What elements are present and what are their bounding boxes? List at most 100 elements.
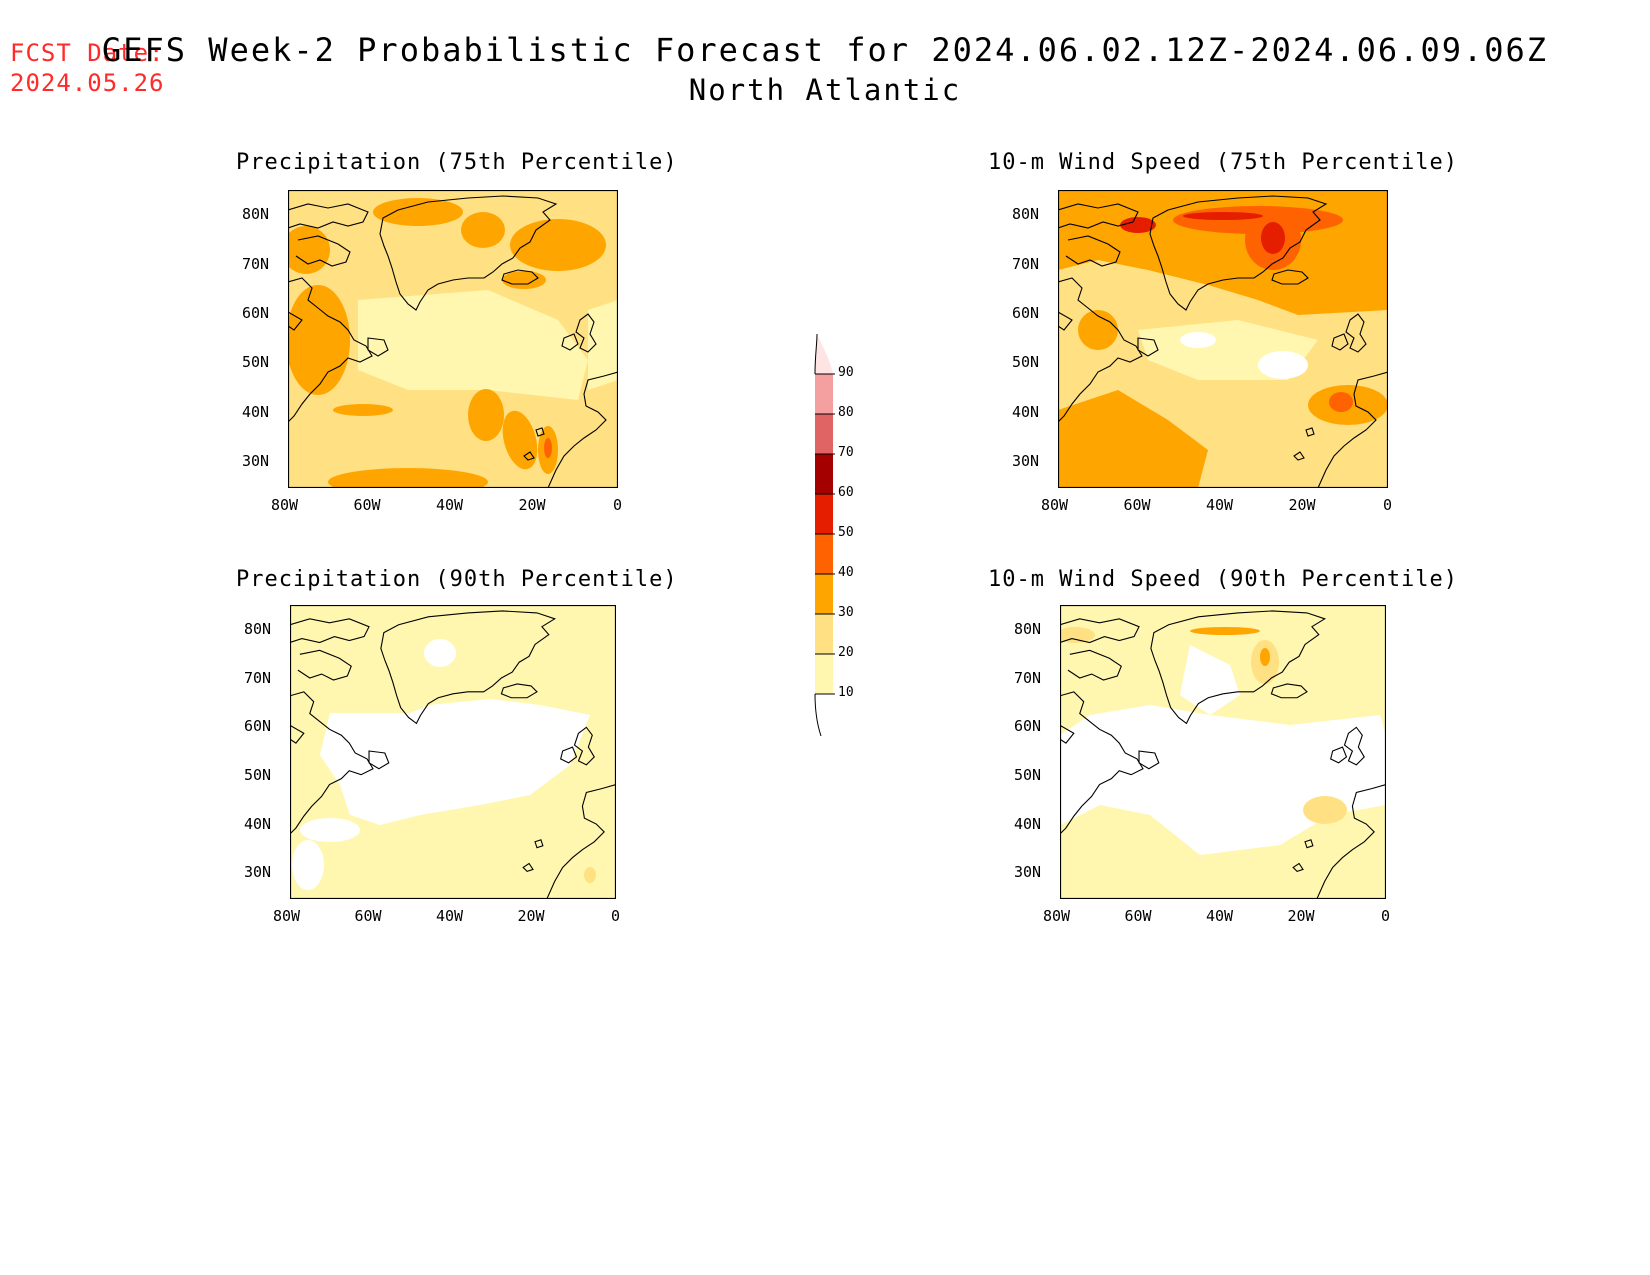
lat-tick: 50N <box>1012 352 1040 371</box>
colorbar-segment <box>815 614 833 654</box>
lat-tick: 70N <box>244 668 272 687</box>
lon-tick: 0 <box>611 907 621 925</box>
iceland-coast <box>500 683 538 699</box>
baffin-coast <box>295 235 351 267</box>
greenland-coast <box>1150 610 1327 725</box>
hudson-coast <box>1060 724 1075 744</box>
atlantic-islands-coast <box>1293 427 1315 461</box>
britain-coast <box>575 313 597 353</box>
greenland-coast <box>379 195 558 311</box>
coastline <box>1058 195 1388 488</box>
ireland-coast <box>560 746 578 764</box>
wind75-labrador-max <box>1078 310 1118 350</box>
panel-title-wind75: 10-m Wind Speed (75th Percentile) <box>987 150 1459 175</box>
britain-coast <box>573 726 595 766</box>
lat-tick: 80N <box>244 619 272 638</box>
colorbar-segment <box>815 494 833 534</box>
precip90-dry-area <box>320 699 590 825</box>
map-precip75 <box>288 190 618 488</box>
wind90-calm-area <box>1060 705 1386 855</box>
fcst-date: 2024.05.26 <box>10 69 165 97</box>
hudson-coast <box>1058 311 1073 331</box>
britain-coast <box>1343 726 1365 766</box>
newfoundland-coast <box>1138 750 1160 770</box>
figure-title: GEFS Week-2 Probabilistic Forecast for 2… <box>0 30 1650 110</box>
lat-tick: 80N <box>242 205 270 224</box>
greenland-coast <box>1149 195 1328 311</box>
lat-tick: 40N <box>244 814 272 833</box>
lat-tick: 70N <box>242 254 270 273</box>
colorbar-label: 10 <box>838 685 854 700</box>
lon-tick: 20W <box>517 907 545 925</box>
colorbar-label: 80 <box>838 405 854 420</box>
colorbar-top-tip <box>815 334 833 374</box>
lat-tick: 30N <box>1014 863 1042 882</box>
lon-tick: 40W <box>436 907 464 925</box>
lat-tick: 60N <box>1012 303 1040 322</box>
colorbar-label: 90 <box>838 365 854 380</box>
precip75-greenland-max <box>461 212 505 248</box>
lat-tick: 40N <box>1012 402 1040 421</box>
lon-tick: 80W <box>1041 496 1069 514</box>
lat-tick: 60N <box>242 303 270 322</box>
coastline <box>1060 610 1386 899</box>
colorbar-segment <box>815 574 833 614</box>
arctic-islands-coast <box>290 618 370 644</box>
colorbar-label: 30 <box>838 605 854 620</box>
precip75-ne-max <box>510 219 606 271</box>
iceland-coast <box>501 269 539 285</box>
lon-tick: 60W <box>1123 496 1151 514</box>
colorbar-bottom-edge <box>814 693 822 737</box>
atlantic-islands-coast <box>1292 839 1314 873</box>
precip90-iberia-max <box>584 867 596 883</box>
fcst-label: FCST Date: <box>10 39 165 67</box>
precip75-nw-max <box>288 226 330 274</box>
iberia-africa-coast <box>547 371 618 488</box>
colorbar-label: 70 <box>838 445 854 460</box>
precip75-south-max <box>328 468 488 488</box>
wind90-jet-peak <box>1190 627 1260 635</box>
precip75-low-east <box>588 300 618 390</box>
coastline <box>288 195 618 488</box>
colorbar-label: 40 <box>838 565 854 580</box>
precip75-mid-max <box>468 389 504 441</box>
lon-tick: 60W <box>1124 907 1152 925</box>
lat-tick: 40N <box>242 402 270 421</box>
lon-tick: 20W <box>518 496 546 514</box>
baffin-coast <box>1067 649 1122 681</box>
coastline <box>290 610 616 899</box>
map-wind75 <box>1058 190 1388 488</box>
map-frame <box>290 605 616 899</box>
lat-tick: 50N <box>244 765 272 784</box>
map-wind90 <box>1060 605 1386 899</box>
hudson-coast <box>288 311 303 331</box>
lat-tick: 40N <box>1014 814 1042 833</box>
precip90-dry-area <box>424 639 456 667</box>
lon-tick: 60W <box>354 907 382 925</box>
lon-tick: 80W <box>271 496 299 514</box>
precip90-dry-area <box>292 840 324 890</box>
colorbar-segment <box>815 534 833 574</box>
lat-tick: 50N <box>242 352 270 371</box>
lat-tick: 60N <box>1014 717 1042 735</box>
lon-tick: 20W <box>1288 496 1316 514</box>
hudson-coast <box>290 724 305 744</box>
precip75-low-band <box>358 290 588 400</box>
lat-tick: 70N <box>1014 668 1042 687</box>
wind75-west-peak <box>1120 217 1156 233</box>
lon-tick: 20W <box>1287 907 1315 925</box>
colorbar-label: 60 <box>838 485 854 500</box>
iceland-coast <box>1270 683 1308 699</box>
iberia-africa-coast <box>546 784 616 899</box>
britain-coast <box>1345 313 1367 353</box>
precip75-iberia-peak <box>544 438 552 458</box>
precip75-band-max <box>333 404 393 416</box>
wind75-east-peak <box>1329 392 1353 412</box>
lat-tick: 30N <box>244 863 272 882</box>
wind90-greenland-peak <box>1260 648 1270 666</box>
ireland-coast <box>561 333 579 351</box>
iberia-africa-coast <box>1317 371 1388 488</box>
colorbar-label: 20 <box>838 645 854 660</box>
newfoundland-coast <box>367 337 389 357</box>
lon-tick: 80W <box>1043 907 1071 925</box>
